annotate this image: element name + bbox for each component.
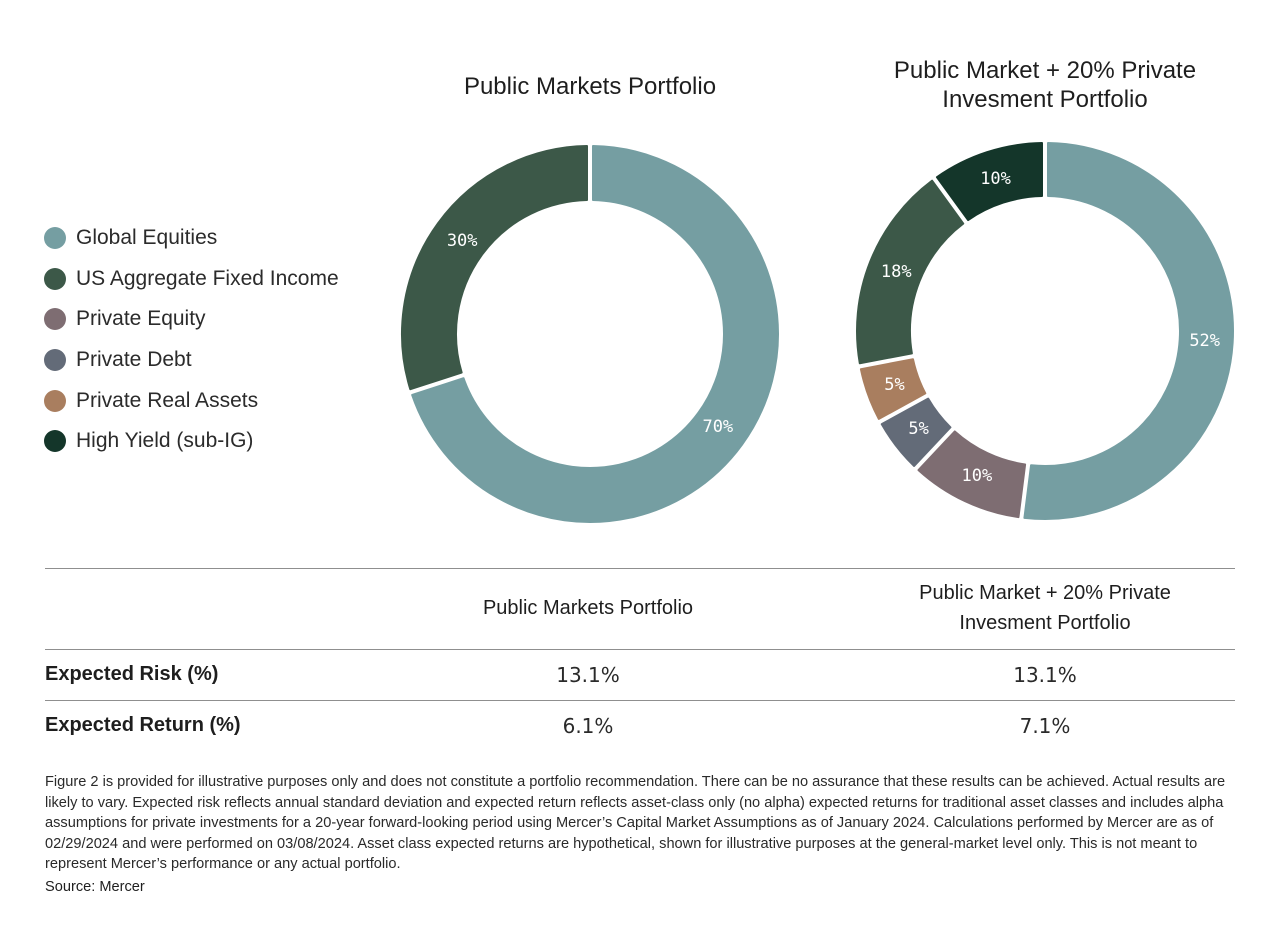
- source-note: Source: Mercer: [45, 879, 145, 895]
- donut-slice-public-global-equities: [411, 145, 779, 523]
- chart-title-line: Public Market + 20% Private: [893, 57, 1197, 84]
- legend-item-private-debt: Private Debt: [44, 340, 339, 381]
- legend-item-high-yield: High Yield (sub-IG): [44, 421, 339, 462]
- donut-label-public-us-aggregate-fixed-income: 30%: [447, 231, 478, 251]
- legend-label: Global Equities: [76, 226, 218, 250]
- legend-label: High Yield (sub-IG): [76, 429, 254, 453]
- donut-slice-private-private-debt: [880, 397, 952, 467]
- chart-title-public-markets: Public Markets Portfolio: [463, 73, 717, 100]
- legend-swatch: [44, 267, 66, 290]
- table-header-public-markets: Public Markets Portfolio: [482, 597, 694, 619]
- table-header-line: Invesment Portfolio: [959, 612, 1131, 634]
- row-label-expected-risk: Expected Risk (%): [45, 663, 219, 685]
- table-top-rule: [45, 568, 1235, 569]
- donut-label-private-private-real-assets: 5%: [884, 375, 904, 395]
- legend-item-private-equity: Private Equity: [44, 299, 339, 340]
- donut-label-private-us-aggregate-fixed-income: 18%: [881, 262, 912, 282]
- donut-label-private-high-yield-sub-ig: 10%: [980, 169, 1011, 189]
- table-row-rule: [45, 700, 1235, 701]
- table-header-rule: [45, 649, 1235, 650]
- donut-slice-private-us-aggregate-fixed-income: [856, 179, 965, 365]
- cell-return-private: 7.1%: [1019, 714, 1071, 738]
- row-label-expected-return: Expected Return (%): [45, 714, 241, 736]
- legend-label: Private Debt: [76, 348, 192, 372]
- legend-swatch: [44, 389, 66, 412]
- cell-return-public: 6.1%: [562, 714, 614, 738]
- donut-slice-private-global-equities: [1023, 142, 1235, 520]
- donut-charts: 70% 30% 52% 10% 5% 5% 18% 10%: [401, 142, 1235, 523]
- donut-slice-private-private-equity: [917, 430, 1027, 519]
- legend-swatch: [44, 349, 66, 372]
- legend-label: Private Equity: [76, 307, 206, 331]
- chart-title-public-plus-private: Public Market + 20% Private Invesment Po…: [850, 56, 1240, 114]
- footnote: Figure 2 is provided for illustrative pu…: [45, 774, 1226, 872]
- donut-slice-public-us-aggregate-fixed-income: [401, 145, 588, 391]
- legend-swatch: [44, 308, 66, 331]
- legend-label: US Aggregate Fixed Income: [76, 266, 339, 290]
- legend-item-us-aggregate-fixed-income: US Aggregate Fixed Income: [44, 259, 339, 300]
- chart-title-line: Invesment Portfolio: [942, 86, 1148, 113]
- chart-legend: Global Equities US Aggregate Fixed Incom…: [44, 218, 339, 462]
- table-header-line: Public Market + 20% Private: [919, 582, 1171, 604]
- legend-swatch: [44, 430, 66, 453]
- legend-item-private-real-assets: Private Real Assets: [44, 380, 339, 421]
- legend-label: Private Real Assets: [76, 388, 259, 412]
- cell-risk-private: 13.1%: [1013, 663, 1077, 687]
- table-header-public-plus-private: Public Market + 20% Private Invesment Po…: [850, 578, 1240, 638]
- donut-label-public-global-equities: 70%: [702, 417, 733, 437]
- legend-swatch: [44, 227, 66, 250]
- donut-slice-private-high-yield-sub-ig: [935, 142, 1043, 222]
- legend-item-global-equities: Global Equities: [44, 218, 339, 259]
- donut-slice-private-private-real-assets: [859, 358, 927, 420]
- donut-label-private-private-equity: 10%: [962, 466, 993, 486]
- donut-label-private-private-debt: 5%: [908, 419, 928, 439]
- donut-label-private-global-equities: 52%: [1189, 331, 1220, 351]
- cell-risk-public: 13.1%: [556, 663, 620, 687]
